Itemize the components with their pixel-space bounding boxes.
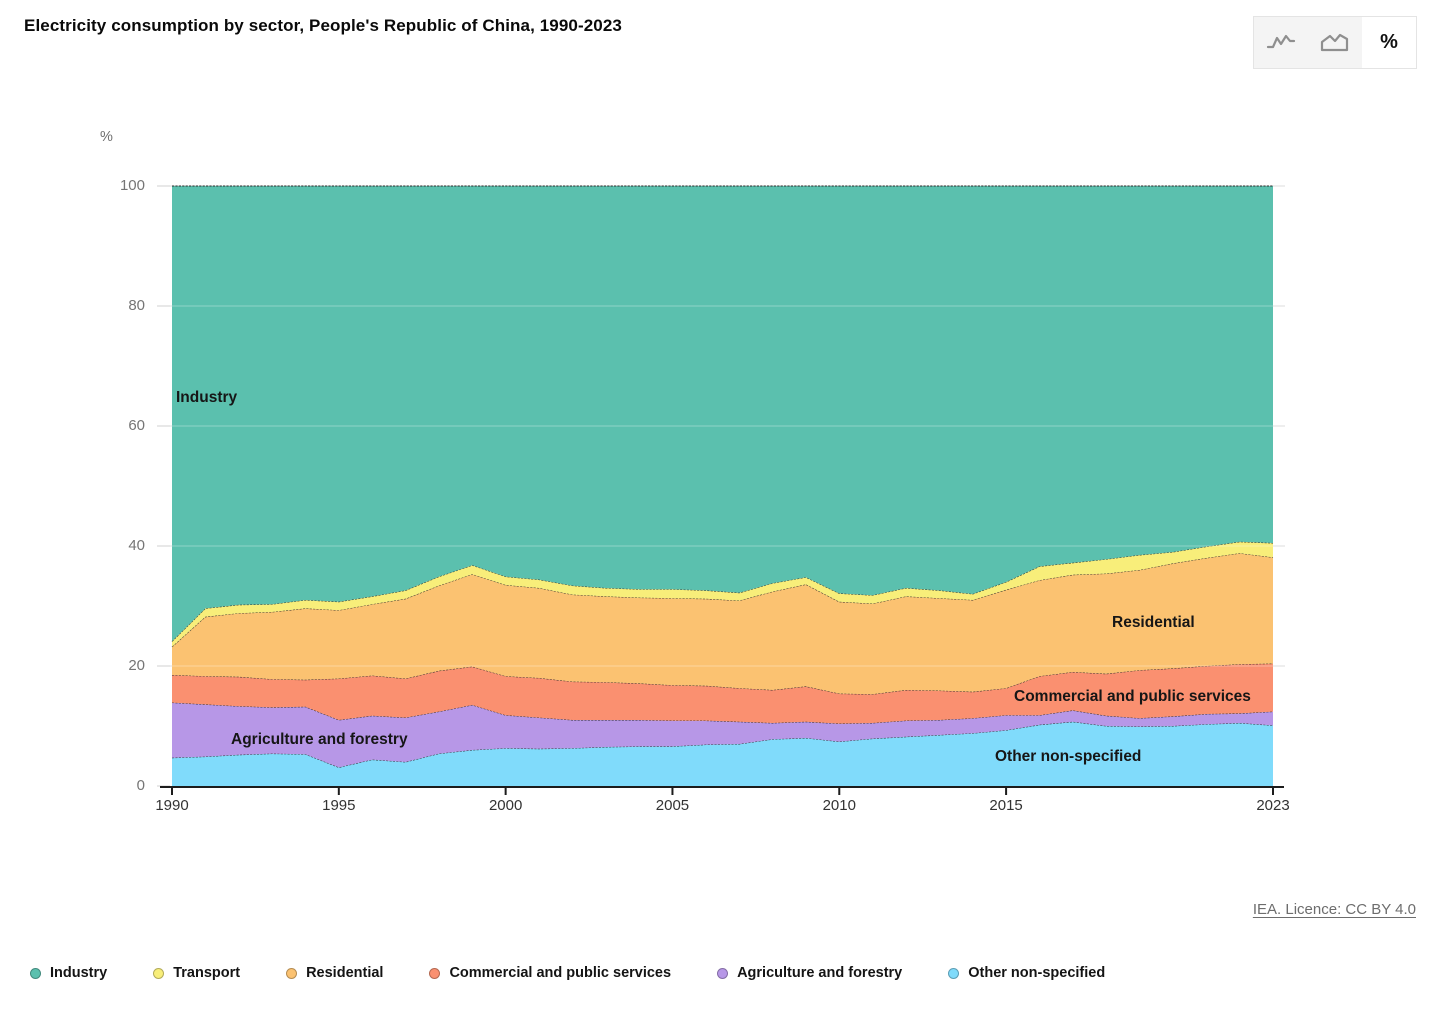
y-axis-tick-label-40: 40 <box>128 537 145 554</box>
line-chart-icon <box>1266 34 1296 48</box>
legend-label: Transport <box>173 965 241 981</box>
area-label-agriculture: Agriculture and forestry <box>231 731 408 748</box>
plot-area[interactable]: % 0 20 40 60 80 100 1990 1995 2000 2005 2010 2015 20… <box>0 0 1440 860</box>
area-band-other[interactable] <box>172 721 1273 786</box>
toggle-area-chart-button[interactable] <box>1308 17 1362 68</box>
legend-item-agriculture-and-forestry[interactable]: Agriculture and forestry <box>717 965 902 981</box>
y-axis-tick-label-20: 20 <box>128 657 145 674</box>
area-label-industry: Industry <box>176 389 238 406</box>
legend-item-residential[interactable]: Residential <box>286 965 383 981</box>
y-axis-tick-label-100: 100 <box>119 177 145 194</box>
legend-label: Industry <box>50 965 108 981</box>
attribution-link[interactable]: IEA. Licence: CC BY 4.0 <box>1252 901 1416 918</box>
area-label-other: Other non-specified <box>995 748 1142 765</box>
legend-dot-icon <box>286 967 298 979</box>
x-axis-tick-label-1995: 1995 <box>322 797 356 814</box>
legend-item-other-non-specified[interactable]: Other non-specified <box>948 965 1105 981</box>
area-band-residential[interactable] <box>172 553 1273 695</box>
stacked-area-chart[interactable] <box>0 0 1440 860</box>
legend-label: Agriculture and forestry <box>737 965 903 981</box>
x-axis-tick-label-2023: 2023 <box>1256 797 1290 814</box>
y-axis-unit-label: % <box>100 129 113 145</box>
legend-dot-icon <box>30 967 41 979</box>
toggle-percent-button[interactable]: % <box>1362 17 1416 68</box>
y-axis-tick-label-60: 60 <box>128 417 145 434</box>
legend-dot-icon <box>429 967 441 979</box>
legend-label: Other non-specified <box>968 965 1106 981</box>
legend-label: Commercial and public services <box>449 965 672 981</box>
area-band-transport[interactable] <box>172 541 1273 647</box>
area-chart-icon <box>1320 33 1349 51</box>
x-axis-tick-label-2000: 2000 <box>488 797 523 814</box>
chart-legend: Industry Transport Residential Commercial a… <box>30 965 1105 981</box>
legend-item-industry[interactable]: Industry <box>30 965 107 981</box>
x-axis-tick-label-1990: 1990 <box>155 797 189 814</box>
area-band-agriculture[interactable] <box>172 702 1273 768</box>
chart-title: Electricity consumption by sector, Peopl… <box>24 16 622 35</box>
legend-dot-icon <box>717 967 729 979</box>
x-axis-tick-label-2005: 2005 <box>655 797 690 814</box>
y-axis-tick-label-0: 0 <box>136 777 145 794</box>
chart-type-toolbar: % <box>1253 16 1417 69</box>
x-axis-tick-label-2015: 2015 <box>989 797 1023 814</box>
legend-label: Residential <box>306 965 384 981</box>
legend-item-commercial-and-public-services[interactable]: Commercial and public services <box>429 965 671 981</box>
percent-icon: % <box>1380 31 1398 53</box>
area-border-agriculture <box>171 702 1274 725</box>
y-axis-tick-label-80: 80 <box>128 297 145 314</box>
area-label-residential: Residential <box>1112 614 1195 631</box>
x-axis-tick-label-2010: 2010 <box>822 797 856 814</box>
legend-item-transport[interactable]: Transport <box>153 965 240 981</box>
toggle-line-chart-button[interactable] <box>1254 17 1308 68</box>
area-band-industry[interactable] <box>172 186 1273 642</box>
legend-dot-icon <box>948 967 960 979</box>
area-label-commercial: Commercial and public services <box>1014 688 1251 705</box>
legend-dot-icon <box>153 967 165 979</box>
area-band-commercial[interactable] <box>172 663 1273 724</box>
